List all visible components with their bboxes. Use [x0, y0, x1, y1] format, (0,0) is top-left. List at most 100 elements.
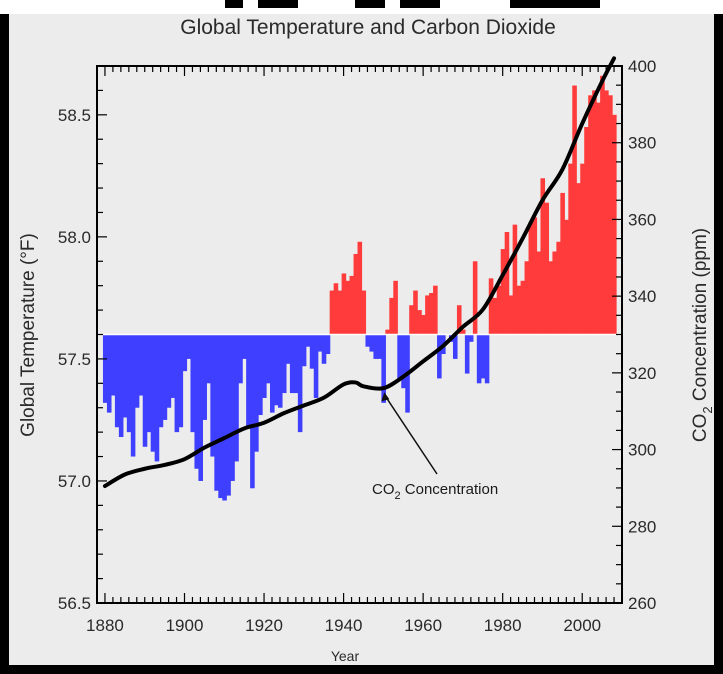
temperature-bar-above — [329, 290, 335, 335]
temperature-bar-below — [194, 334, 200, 469]
temperature-bar-above — [612, 114, 617, 335]
temperature-bar-below — [222, 334, 227, 501]
y-axis-right-label-subscript: 2 — [700, 406, 715, 413]
temperature-bar-above — [472, 261, 478, 335]
temperature-bar-below — [325, 334, 331, 355]
y-left-tick-label: 57.5 — [58, 350, 91, 369]
temperature-bar-below — [301, 334, 307, 367]
temperature-bar-below — [401, 334, 406, 389]
temperature-bar-below — [289, 334, 295, 394]
temperature-bar-below — [250, 334, 255, 489]
y-right-tick-label: 300 — [628, 441, 656, 460]
temperature-bar-below — [258, 334, 263, 416]
y-right-tick-label: 280 — [628, 517, 656, 536]
temperature-bar-below — [285, 334, 291, 364]
x-tick-label: 1940 — [325, 616, 363, 635]
temperature-bar-below — [484, 334, 490, 384]
y-left-tick-label: 57.0 — [58, 472, 91, 491]
co2-layer — [102, 56, 617, 489]
temperature-bar-below — [118, 334, 124, 438]
temperature-bar-below — [226, 334, 231, 496]
temperature-bar-above — [584, 127, 589, 335]
temperature-bar-above — [341, 273, 347, 335]
x-tick-label: 2000 — [563, 616, 601, 635]
co2-annotation-suffix: Concentration — [401, 481, 499, 498]
co2-annotation-arrow — [381, 392, 438, 475]
temperature-bar-below — [238, 334, 243, 384]
x-tick-label: 1900 — [166, 616, 204, 635]
temperature-bar-below — [317, 334, 323, 352]
temperature-bar-above — [425, 295, 430, 335]
temperature-bar-below — [262, 334, 267, 398]
top-strip-mark — [355, 0, 385, 8]
temperature-bar-above — [456, 305, 462, 335]
temperature-bar-above — [576, 183, 581, 335]
co2-annotation-arrow-head — [381, 392, 390, 402]
temperature-bar-above — [596, 102, 601, 335]
temperature-bar-above — [540, 178, 546, 335]
temperature-bar-above — [520, 280, 526, 335]
temperature-bar-below — [397, 334, 402, 379]
temperature-bar-above — [353, 253, 359, 335]
temperature-bar-below — [178, 334, 184, 428]
y-right-tick-label: 380 — [628, 134, 656, 153]
temperature-bar-below — [246, 334, 251, 428]
y-axis-right-label-prefix: CO — [690, 414, 711, 443]
temperature-bar-below — [114, 334, 120, 428]
temperature-bar-above — [588, 95, 593, 335]
temperature-bar-above — [357, 241, 363, 335]
temperature-bar-above — [345, 280, 351, 335]
temperature-bar-below — [122, 334, 128, 418]
x-tick-label: 1960 — [404, 616, 442, 635]
temperature-bar-below — [130, 334, 136, 457]
temperature-bar-above — [568, 163, 573, 335]
temperature-bar-above — [572, 85, 577, 335]
temperature-bar-above — [508, 295, 514, 335]
temperature-bar-above — [532, 217, 538, 335]
temperature-bar-above — [552, 251, 557, 335]
temperature-bar-above — [504, 231, 510, 335]
temperature-bar-below — [110, 334, 116, 396]
temperature-bar-below — [365, 334, 371, 347]
temperature-bar-above — [385, 329, 390, 335]
temperature-bar-above — [433, 285, 438, 335]
temperature-bar-below — [273, 334, 279, 406]
temperature-bar-above — [349, 275, 355, 335]
chart-title: Global Temperature and Carbon Dioxide — [180, 16, 556, 39]
y-right-tick-label: 320 — [628, 364, 656, 383]
temperature-bar-below — [230, 334, 235, 481]
temperature-bar-above — [528, 222, 534, 335]
temperature-bar-below — [254, 334, 259, 452]
top-strip-mark — [258, 0, 298, 8]
temperature-bar-below — [369, 334, 375, 352]
temperature-bar-below — [150, 334, 156, 452]
top-strip-mark — [510, 0, 600, 8]
temperature-bar-below — [305, 334, 311, 347]
temperature-bar-above — [500, 249, 506, 335]
temperature-bar-below — [381, 334, 386, 403]
temperature-bar-above — [413, 290, 418, 335]
temperature-bar-above — [333, 283, 339, 335]
y-left-tick-label: 58.0 — [58, 228, 91, 247]
temperature-bar-above — [580, 163, 585, 335]
co2-annotation-label: CO2 Concentration — [372, 481, 498, 502]
temperature-bar-below — [452, 334, 458, 359]
temperature-bar-below — [210, 334, 215, 457]
temperature-bar-below — [266, 334, 271, 384]
temperature-bar-above — [536, 251, 542, 335]
temperature-bar-below — [182, 334, 188, 372]
temperature-bar-below — [437, 334, 442, 379]
temperature-bar-below — [464, 334, 470, 374]
top-strip-mark — [400, 0, 440, 8]
temperature-bar-below — [186, 334, 192, 359]
x-axis-label: Year — [331, 648, 360, 664]
temperature-bar-below — [270, 334, 275, 413]
temperature-bar-below — [134, 334, 140, 408]
temperature-bar-below — [218, 334, 223, 499]
x-tick-label: 1880 — [86, 616, 124, 635]
temperature-bar-below — [480, 334, 486, 379]
temperature-bar-above — [409, 305, 414, 335]
temperature-bar-above — [592, 90, 597, 335]
y-axis-right-label: CO2 Concentration (ppm) — [690, 228, 715, 442]
temperature-bar-below — [138, 334, 144, 396]
